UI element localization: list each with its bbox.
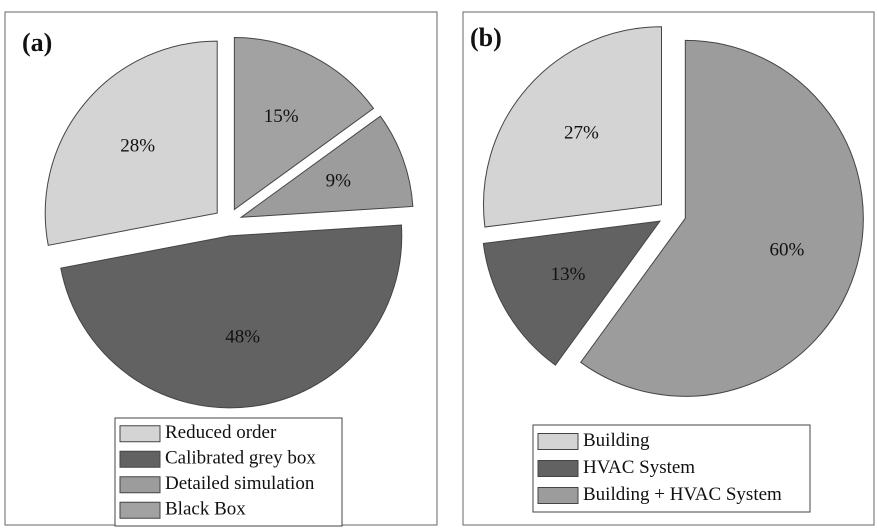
chart-title: (a): [22, 28, 52, 57]
data-label: 15%: [264, 106, 299, 127]
pie-slice: [483, 26, 662, 228]
data-label: 27%: [564, 122, 599, 143]
pie-slice: [239, 115, 414, 218]
legend-swatch: [537, 433, 579, 450]
panel-frame: [462, 11, 875, 526]
pie-slice: [60, 224, 403, 409]
legend-swatch: [119, 425, 161, 443]
pie-slice: [579, 39, 864, 397]
data-label: 28%: [120, 136, 155, 157]
legend-swatch: [119, 501, 161, 519]
data-label: 60%: [769, 240, 804, 261]
data-label: 9%: [326, 171, 352, 192]
legend-swatch: [537, 460, 579, 477]
legend-label: Black Box: [165, 499, 246, 520]
legend-label: Detailed simulation: [165, 473, 315, 494]
pie-slice: [44, 40, 218, 246]
data-label: 13%: [551, 264, 586, 285]
chart-title: (b): [470, 23, 502, 52]
legend-swatch: [119, 476, 161, 494]
legend-label: HVAC System: [583, 457, 695, 478]
legend-label: Reduced order: [165, 422, 277, 443]
data-label: 48%: [225, 327, 260, 348]
legend-label: Calibrated grey box: [165, 448, 316, 469]
legend-swatch: [537, 487, 579, 504]
legend-label: Building + HVAC System: [583, 484, 782, 505]
pie-slice: [482, 220, 662, 366]
legend-box: [532, 424, 811, 513]
legend-label: Building: [583, 430, 650, 451]
legend-swatch: [119, 450, 161, 468]
pie-slice: [233, 37, 375, 211]
